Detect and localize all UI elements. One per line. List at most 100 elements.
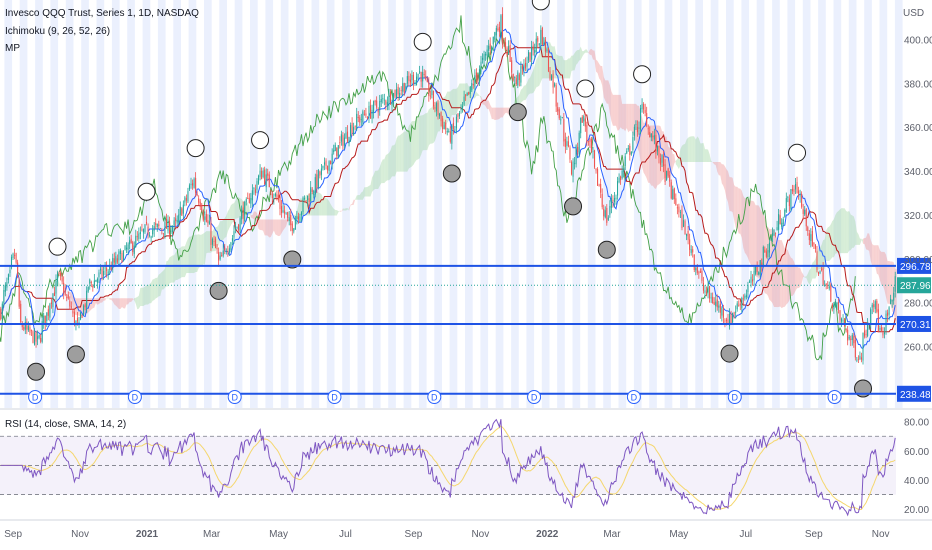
- candle-body: [624, 156, 626, 166]
- candle-body: [465, 94, 467, 97]
- candle-body: [615, 197, 617, 200]
- candle-body: [577, 147, 579, 153]
- candle-body: [420, 72, 422, 82]
- candle-body: [848, 337, 850, 339]
- cloud-segment: [520, 88, 523, 103]
- x-tick-label: Sep: [4, 529, 22, 540]
- cloud-segment: [855, 221, 857, 245]
- candle-body: [616, 181, 619, 196]
- cloud-segment: [418, 115, 420, 160]
- candle-body: [590, 139, 592, 151]
- candle-body: [319, 171, 321, 176]
- last-price-box: [897, 277, 931, 294]
- cloud-segment: [109, 298, 112, 300]
- dividend-marker: [227, 390, 242, 404]
- cloud-segment: [619, 94, 621, 131]
- cloud-segment: [378, 167, 380, 189]
- x-tick-label: Sep: [805, 529, 823, 540]
- candle-body: [129, 240, 131, 245]
- ichimoku-legend[interactable]: Ichimoku (9, 26, 52, 26): [5, 26, 111, 37]
- candle-body: [181, 208, 183, 216]
- rsi-legend[interactable]: RSI (14, close, SMA, 14, 2): [5, 419, 127, 430]
- symbol-title[interactable]: Invesco QQQ Trust, Series 1, 1D, NASDAQ: [5, 8, 199, 19]
- cloud-segment: [117, 298, 119, 309]
- cloud-segment: [459, 83, 462, 108]
- candle-body: [231, 238, 233, 242]
- candle-body: [195, 177, 197, 193]
- fractal-high-circle: [251, 131, 270, 150]
- candle-body: [524, 62, 527, 69]
- cloud-segment: [237, 197, 239, 219]
- cloud-segment: [132, 298, 135, 301]
- mp-legend[interactable]: MP: [5, 43, 20, 54]
- cloud-segment: [46, 298, 49, 301]
- cloud-segment: [60, 286, 63, 290]
- candle-body: [808, 233, 810, 241]
- cloud-segment: [856, 231, 859, 245]
- cloud-segment: [612, 94, 615, 126]
- candle-body: [221, 255, 223, 257]
- candle-body: [176, 220, 178, 223]
- candle-body: [466, 92, 468, 96]
- cloud-segment: [427, 109, 429, 151]
- candle-body: [408, 75, 410, 81]
- candle-body: [248, 198, 250, 204]
- cloud-segment: [743, 195, 745, 253]
- dividend-marker-label: D: [231, 393, 238, 403]
- cloud-segment: [645, 122, 647, 179]
- candle-body: [198, 198, 200, 203]
- cloud-segment: [384, 155, 386, 184]
- candle-body: [558, 109, 560, 119]
- dividend-marker: [427, 390, 442, 404]
- candle-body: [187, 191, 189, 202]
- candle-body: [713, 302, 715, 305]
- candle-body: [690, 249, 692, 253]
- cloud-segment: [751, 200, 753, 266]
- candle-body: [853, 336, 855, 344]
- candle-body: [501, 13, 504, 43]
- cloud-segment: [453, 88, 455, 116]
- candle-body: [667, 168, 669, 176]
- candle-body: [511, 60, 513, 73]
- candle-body: [632, 137, 634, 150]
- fractal-low-circle: [209, 281, 228, 300]
- cloud-segment: [849, 210, 851, 251]
- candle-body: [659, 158, 662, 165]
- candle-body: [238, 224, 240, 231]
- week-band: [772, 0, 780, 408]
- candle-body: [569, 147, 571, 160]
- candle-body: [423, 74, 425, 75]
- candle-body: [689, 239, 691, 250]
- candle-body: [759, 260, 761, 276]
- candle-body: [755, 266, 757, 274]
- cloud-segment: [869, 233, 871, 261]
- week-band: [726, 0, 734, 408]
- candle-body: [538, 43, 540, 45]
- candle-body: [870, 309, 872, 325]
- cloud-segment: [316, 192, 319, 216]
- candle-body: [730, 314, 732, 324]
- week-band: [465, 0, 473, 408]
- cloud-segment: [507, 107, 509, 116]
- cloud-segment: [103, 298, 106, 301]
- cloud-segment: [335, 209, 337, 216]
- cloud-segment: [135, 297, 138, 310]
- x-tick-label: Nov: [872, 529, 890, 540]
- cloud-segment: [264, 219, 267, 236]
- cloud-segment: [204, 231, 207, 265]
- candle-body: [428, 82, 430, 97]
- candle-body: [498, 26, 500, 33]
- candle-body: [179, 206, 181, 215]
- cloud-segment: [250, 215, 253, 219]
- cloud-segment: [574, 51, 577, 71]
- cloud-segment: [197, 234, 199, 272]
- candle-body: [241, 209, 243, 220]
- cloud-segment: [381, 159, 383, 184]
- candle-body: [635, 124, 637, 125]
- candle-body: [768, 242, 770, 253]
- candle-body: [445, 122, 447, 130]
- cloud-segment: [562, 55, 564, 79]
- candle-body: [144, 224, 146, 233]
- cloud-segment: [602, 65, 604, 98]
